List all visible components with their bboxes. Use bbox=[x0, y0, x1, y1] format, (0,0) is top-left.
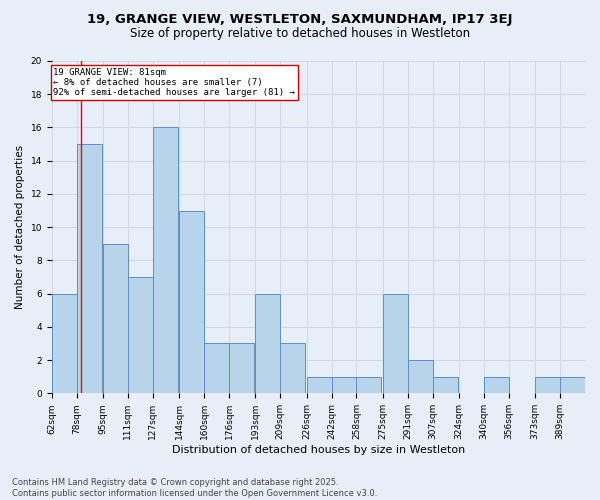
Bar bbox=[332, 376, 356, 394]
X-axis label: Distribution of detached houses by size in Westleton: Distribution of detached houses by size … bbox=[172, 445, 465, 455]
Bar bbox=[204, 344, 229, 394]
Bar bbox=[103, 244, 128, 394]
Bar bbox=[408, 360, 433, 394]
Bar bbox=[560, 376, 585, 394]
Text: 19 GRANGE VIEW: 81sqm
← 8% of detached houses are smaller (7)
92% of semi-detach: 19 GRANGE VIEW: 81sqm ← 8% of detached h… bbox=[53, 68, 295, 98]
Bar bbox=[383, 294, 408, 394]
Y-axis label: Number of detached properties: Number of detached properties bbox=[15, 145, 25, 309]
Text: Size of property relative to detached houses in Westleton: Size of property relative to detached ho… bbox=[130, 28, 470, 40]
Bar bbox=[229, 344, 254, 394]
Bar bbox=[356, 376, 382, 394]
Bar bbox=[179, 210, 204, 394]
Text: Contains HM Land Registry data © Crown copyright and database right 2025.
Contai: Contains HM Land Registry data © Crown c… bbox=[12, 478, 377, 498]
Bar bbox=[153, 128, 178, 394]
Bar bbox=[256, 294, 280, 394]
Bar bbox=[128, 277, 153, 394]
Bar bbox=[280, 344, 305, 394]
Bar bbox=[307, 376, 332, 394]
Bar bbox=[433, 376, 458, 394]
Text: 19, GRANGE VIEW, WESTLETON, SAXMUNDHAM, IP17 3EJ: 19, GRANGE VIEW, WESTLETON, SAXMUNDHAM, … bbox=[87, 12, 513, 26]
Bar bbox=[52, 294, 77, 394]
Bar bbox=[77, 144, 101, 394]
Bar bbox=[535, 376, 560, 394]
Bar bbox=[484, 376, 509, 394]
